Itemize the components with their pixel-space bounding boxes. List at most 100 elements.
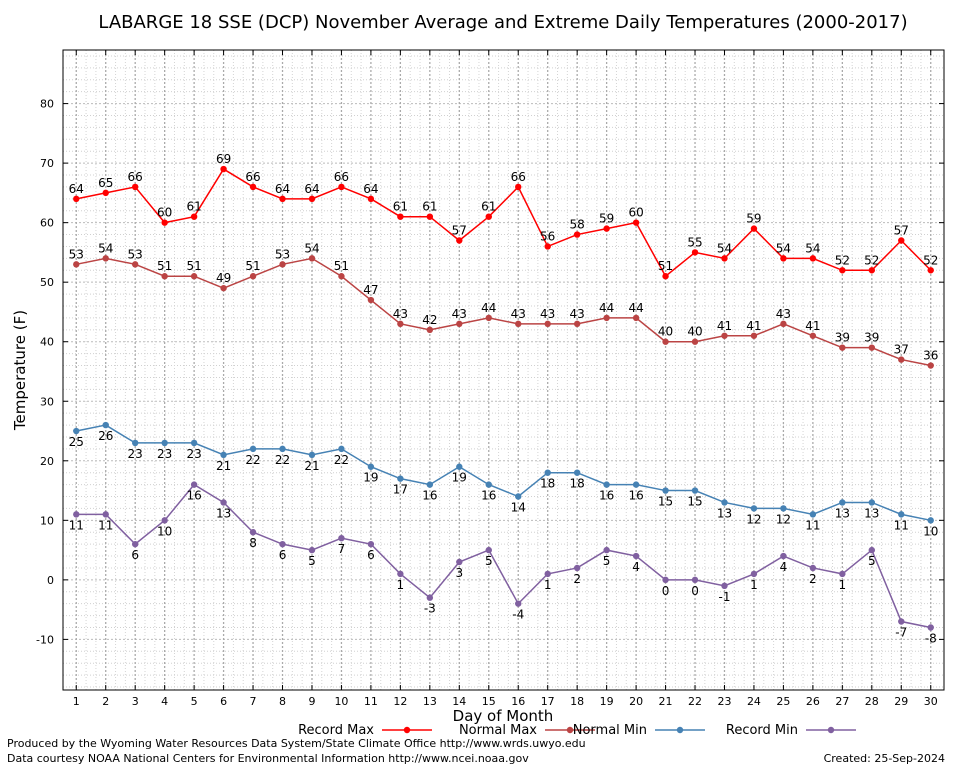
data-label: 6 <box>367 548 375 562</box>
y-tick-label: 70 <box>40 157 54 170</box>
data-label: 5 <box>603 554 611 568</box>
data-label: 6 <box>131 548 139 562</box>
data-point <box>367 463 375 470</box>
data-label: 15 <box>658 495 673 509</box>
data-label: 61 <box>481 200 496 214</box>
legend-label: Record Min <box>726 723 798 738</box>
data-point <box>750 570 758 578</box>
x-tick-label: 2 <box>102 695 109 708</box>
data-label: 0 <box>691 584 699 598</box>
data-label: 8 <box>249 536 257 550</box>
data-point <box>308 546 316 554</box>
x-axis-ticks: 1 2 3 4 5 6 7 8 9 10 11 12 13 14 15 16 17 18 19 20 21 22 23 24 2… <box>73 50 938 708</box>
x-tick-label: 25 <box>776 695 790 708</box>
data-label: 21 <box>304 459 319 473</box>
data-label: 17 <box>393 483 408 497</box>
x-tick-label: 22 <box>688 695 702 708</box>
data-point <box>839 344 846 351</box>
y-tick-label: 40 <box>40 336 54 349</box>
legend-marker <box>676 726 684 734</box>
data-point <box>603 481 610 488</box>
data-point <box>220 451 227 459</box>
data-label: 53 <box>275 247 290 261</box>
data-label: 55 <box>687 235 702 249</box>
data-label: 49 <box>216 271 231 285</box>
data-label: 64 <box>69 182 84 196</box>
x-tick-label: 5 <box>191 695 198 708</box>
data-point <box>573 320 581 328</box>
data-point <box>662 576 669 584</box>
legend-entry: Record Min <box>726 723 856 738</box>
data-point <box>190 439 198 447</box>
data-label: 18 <box>570 477 585 491</box>
x-tick-label: 11 <box>364 695 378 708</box>
data-label: 5 <box>308 554 316 568</box>
data-label: -7 <box>895 626 907 640</box>
x-tick-label: 17 <box>541 695 555 708</box>
data-label: 43 <box>776 307 791 321</box>
x-tick-label: 7 <box>250 695 257 708</box>
data-label: 44 <box>628 301 643 315</box>
data-point <box>544 243 551 250</box>
data-label: 4 <box>780 560 788 574</box>
data-label: 11 <box>805 518 820 532</box>
legend-label: Record Max <box>298 723 374 738</box>
y-tick-label: 0 <box>47 574 54 587</box>
legend-marker <box>403 726 411 734</box>
series-normal-min: 25 26 23 23 23 21 22 22 21 22 19 17 16 19 16 14 18 18 16 16… <box>69 421 938 538</box>
data-point <box>515 183 522 191</box>
data-point <box>721 332 728 339</box>
data-label: 43 <box>393 307 408 321</box>
data-point <box>691 487 699 494</box>
data-point <box>485 546 492 554</box>
legend-entry: Record Max <box>298 723 432 738</box>
data-point <box>397 475 404 482</box>
data-point <box>485 314 492 322</box>
data-point <box>809 511 817 518</box>
data-point <box>780 320 787 328</box>
x-axis-label: Day of Month <box>453 707 554 725</box>
data-point <box>544 570 551 578</box>
data-point <box>456 463 463 470</box>
x-tick-label: 18 <box>570 695 584 708</box>
data-point <box>131 540 139 548</box>
data-point <box>780 505 787 512</box>
data-label: 41 <box>717 319 732 333</box>
data-point <box>927 267 934 274</box>
x-tick-label: 26 <box>806 695 820 708</box>
data-label: 11 <box>894 518 909 532</box>
data-label: 12 <box>746 512 761 526</box>
data-label: 61 <box>422 200 437 214</box>
data-label: -8 <box>925 631 937 645</box>
data-point <box>102 189 109 197</box>
data-point <box>308 451 316 459</box>
data-point <box>632 219 640 226</box>
data-label: 16 <box>628 489 643 503</box>
data-point <box>426 481 434 488</box>
y-tick-label: 80 <box>40 98 54 111</box>
data-label: 54 <box>98 241 113 255</box>
data-point <box>632 314 640 322</box>
data-label: 15 <box>687 495 702 509</box>
data-point <box>367 296 375 304</box>
footer-data-courtesy: Data courtesy NOAA National Centers for … <box>7 752 529 765</box>
data-point <box>161 517 168 524</box>
data-label: 21 <box>216 459 231 473</box>
data-point <box>485 481 492 488</box>
data-point <box>220 499 227 506</box>
data-label: 1 <box>544 578 552 592</box>
data-point <box>544 469 551 476</box>
data-label: 57 <box>894 224 909 238</box>
legend: Record Max Normal Max Normal Min Record Min <box>298 723 856 738</box>
data-point <box>750 505 758 512</box>
data-label: 7 <box>338 542 346 556</box>
data-label: 53 <box>69 247 84 261</box>
data-label: 16 <box>481 489 496 503</box>
data-label: 22 <box>275 453 290 467</box>
data-point <box>220 165 227 173</box>
x-tick-label: 28 <box>865 695 879 708</box>
data-label: 10 <box>923 524 938 538</box>
data-label: 51 <box>157 259 172 273</box>
data-point <box>485 213 492 220</box>
